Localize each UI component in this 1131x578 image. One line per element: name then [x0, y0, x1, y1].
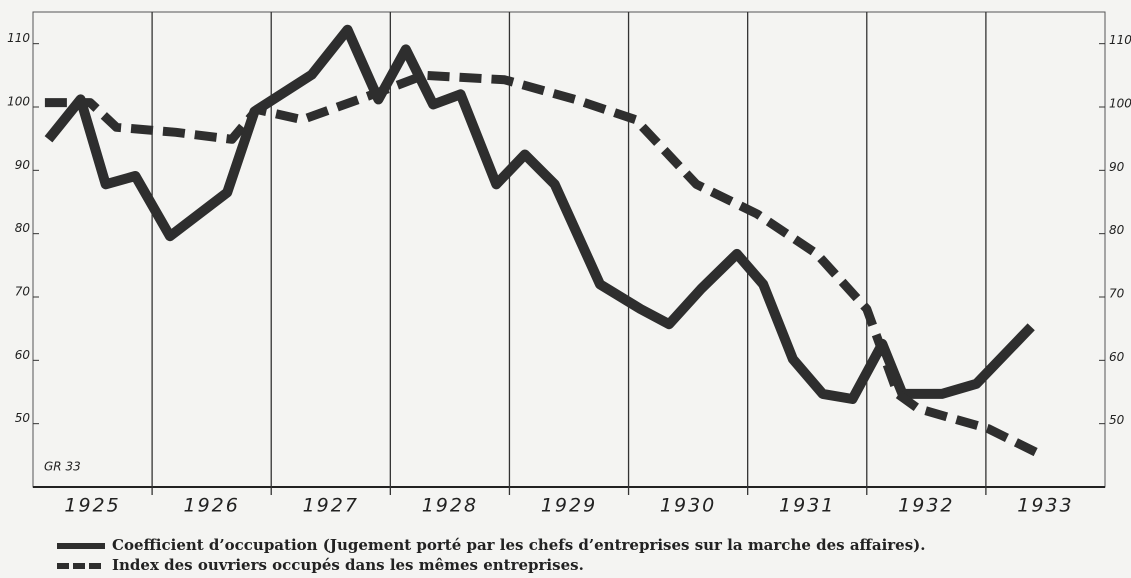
- legend-label: Index des ouvriers occupés dans les même…: [112, 556, 584, 574]
- x-tick-label: 1926: [183, 495, 239, 517]
- y-tick-label: 60: [15, 348, 31, 362]
- y2-tick-label: 70: [1109, 287, 1125, 301]
- y-tick-label: 70: [15, 285, 31, 299]
- x-tick-label: 1925: [64, 495, 120, 517]
- x-tick-label: 1933: [1017, 495, 1073, 517]
- x-tick-label: 1932: [898, 495, 954, 517]
- y2-tick-label: 90: [1109, 160, 1125, 174]
- y2-tick-label: 110: [1109, 33, 1131, 47]
- y-tick-label: 50: [15, 411, 31, 425]
- y2-tick-label: 100: [1109, 97, 1131, 111]
- y2-tick-label: 60: [1109, 350, 1125, 364]
- line-series: [44, 24, 1035, 404]
- legend-label: Coefficient d’occupation (Jugement porté…: [112, 536, 925, 554]
- y2-tick-label: 80: [1109, 223, 1125, 237]
- x-tick-label: 1928: [422, 495, 478, 517]
- y-tick-label: 80: [15, 221, 31, 235]
- y2-tick-label: 50: [1109, 413, 1125, 427]
- y-tick-label: 90: [15, 158, 31, 172]
- y-tick-label: 110: [7, 31, 30, 45]
- x-tick-label: 1930: [660, 495, 716, 517]
- x-tick-label: 1931: [779, 495, 835, 517]
- line-series: [44, 70, 1041, 458]
- y-tick-label: 100: [7, 95, 30, 109]
- x-tick-label: 1929: [541, 495, 597, 517]
- x-tick-label: 1927: [303, 495, 359, 517]
- note: GR 33: [44, 460, 81, 474]
